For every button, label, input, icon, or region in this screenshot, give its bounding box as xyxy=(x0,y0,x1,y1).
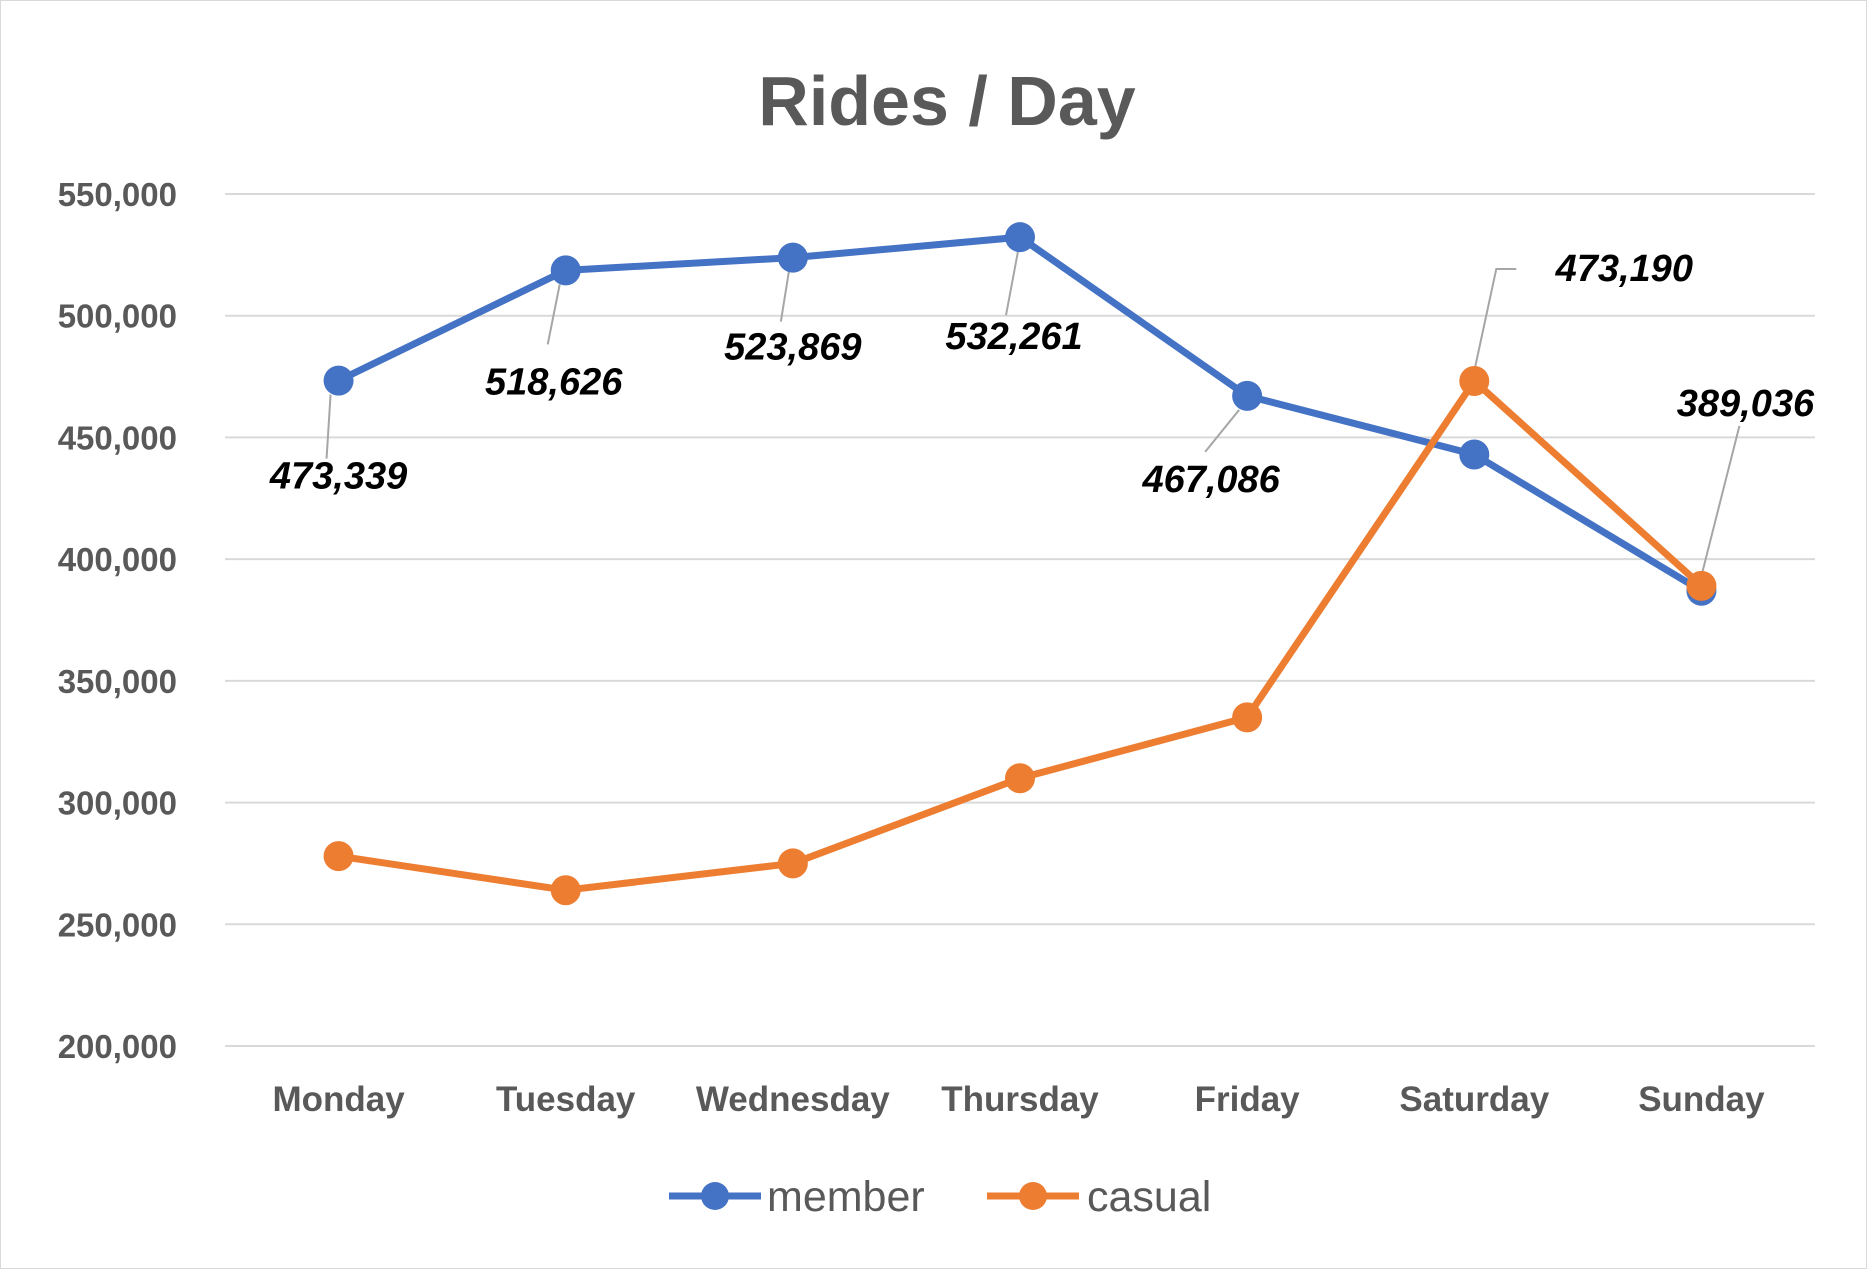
legend-item-member: member xyxy=(669,1173,925,1221)
data-label-leader xyxy=(1204,409,1240,453)
data-label-member: 532,261 xyxy=(945,316,1082,358)
series-casual xyxy=(323,365,1717,906)
series-line-member xyxy=(335,233,1705,595)
y-tick-label: 400,000 xyxy=(58,541,177,578)
legend-item-casual: casual xyxy=(987,1173,1211,1221)
point-casual xyxy=(1686,570,1717,601)
data-label-member: 518,626 xyxy=(485,361,623,403)
point-member xyxy=(1459,439,1490,470)
y-tick-label: 300,000 xyxy=(58,785,177,822)
y-tick-label: 250,000 xyxy=(58,906,177,943)
x-tick-label: Saturday xyxy=(1399,1080,1549,1119)
legend-member-label: member xyxy=(767,1173,925,1221)
data-label-leader xyxy=(325,394,332,459)
y-tick-label: 550,000 xyxy=(58,176,177,213)
y-tick-label: 200,000 xyxy=(58,1028,177,1065)
data-label-leaders xyxy=(325,250,1741,577)
series-line-casual xyxy=(335,377,1705,894)
point-casual xyxy=(1005,763,1035,794)
x-tick-label: Thursday xyxy=(941,1080,1099,1119)
y-tick-label: 450,000 xyxy=(58,419,177,456)
series-lines xyxy=(323,222,1717,906)
y-axis-ticks: 200,000 250,000 300,000 350,000 400,000 450,0… xyxy=(58,176,177,1065)
data-label-leader xyxy=(1700,425,1741,577)
point-member xyxy=(550,255,581,286)
x-tick-label: Wednesday xyxy=(696,1080,890,1119)
data-label-leader xyxy=(779,271,790,322)
legend-casual-label: casual xyxy=(1087,1173,1211,1221)
data-label-leader xyxy=(1473,267,1517,372)
point-casual xyxy=(1459,365,1490,396)
legend-member-swatch-marker xyxy=(701,1182,729,1210)
point-casual xyxy=(1232,702,1263,733)
y-tick-label: 500,000 xyxy=(58,298,177,335)
chart-title: Rides / Day xyxy=(758,62,1135,140)
legend-casual-swatch-marker xyxy=(1019,1182,1047,1210)
x-tick-label: Monday xyxy=(272,1080,405,1119)
x-axis-ticks: Monday Tuesday Wednesday Thursday Friday Satu… xyxy=(272,1080,1765,1119)
x-tick-label: Sunday xyxy=(1638,1080,1765,1119)
point-member xyxy=(1232,380,1263,411)
x-tick-label: Friday xyxy=(1195,1080,1301,1119)
point-member xyxy=(1005,222,1035,253)
gridlines xyxy=(225,193,1815,1047)
data-label-member: 467,086 xyxy=(1141,459,1280,501)
y-tick-label: 350,000 xyxy=(58,663,177,700)
data-label-member: 523,869 xyxy=(724,327,861,369)
series-member xyxy=(323,222,1717,606)
point-casual xyxy=(550,875,581,906)
point-member xyxy=(323,365,354,396)
data-label-casual: 389,036 xyxy=(1677,383,1815,425)
point-casual xyxy=(323,841,354,872)
data-label-casual: 473,190 xyxy=(1555,248,1693,290)
data-label-leader xyxy=(1005,250,1019,316)
data-label-member: 473,339 xyxy=(269,456,407,498)
data-label-leader xyxy=(546,284,561,345)
point-casual xyxy=(777,848,808,879)
x-tick-label: Tuesday xyxy=(496,1080,636,1119)
point-member xyxy=(777,242,808,273)
data-labels: 473,339 518,626 523,869 532,261 467,086 473,1… xyxy=(269,248,1815,501)
legend: member casual xyxy=(669,1173,1211,1221)
